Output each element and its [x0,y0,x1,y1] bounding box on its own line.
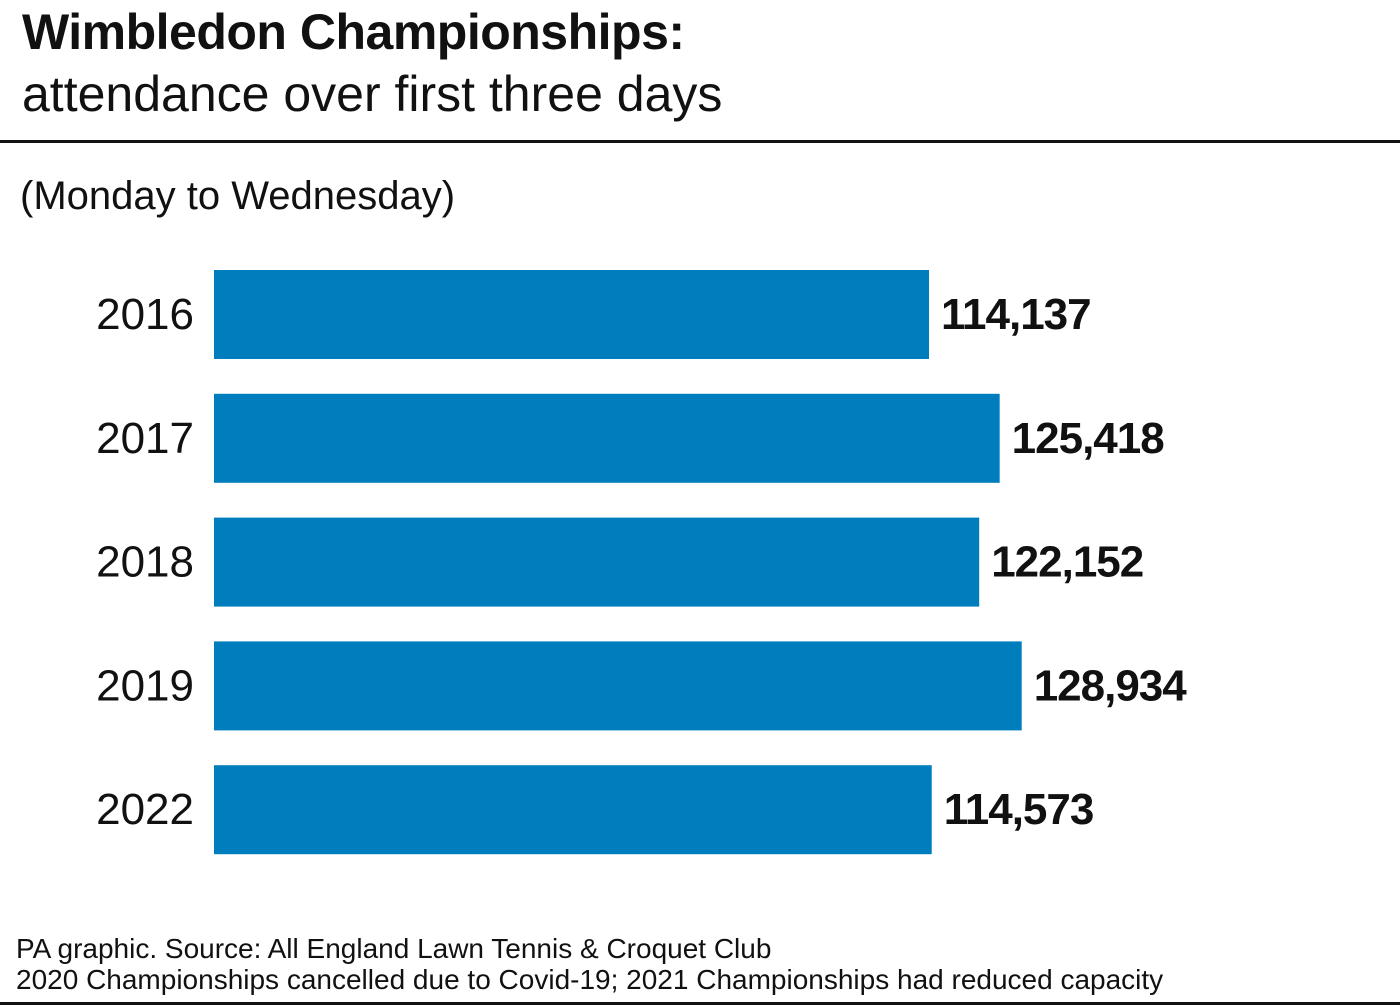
value-label-2019: 128,934 [1034,661,1188,710]
bar-2022 [214,765,932,855]
chart-subtitle: attendance over first three days [22,66,723,122]
bar-2019 [214,641,1022,731]
header-divider [0,140,1400,143]
chart-note: (Monday to Wednesday) [20,174,456,218]
value-label-2017: 125,418 [1012,414,1165,463]
bar-2018 [214,517,980,607]
category-label-2017: 2017 [96,414,194,463]
category-label-2022: 2022 [96,785,194,834]
chart-title: Wimbledon Championships: [22,4,685,60]
category-label-2019: 2019 [96,661,194,710]
bar-chart: 2016 114,137 2017 125,418 2018 122,152 2019 128… [96,270,1188,855]
value-label-2022: 114,573 [944,785,1094,834]
footer-divider [0,1002,1400,1005]
bar-2017 [214,393,1000,483]
category-label-2016: 2016 [96,290,194,339]
source-credit: PA graphic. Source: All England Lawn Ten… [16,933,772,964]
category-label-2018: 2018 [96,538,194,587]
footnote: 2020 Championships cancelled due to Covi… [16,964,1164,995]
footer: PA graphic. Source: All England Lawn Ten… [16,933,1163,995]
bar-2016 [214,270,929,359]
value-label-2018: 122,152 [991,538,1143,587]
value-label-2016: 114,137 [941,290,1091,339]
